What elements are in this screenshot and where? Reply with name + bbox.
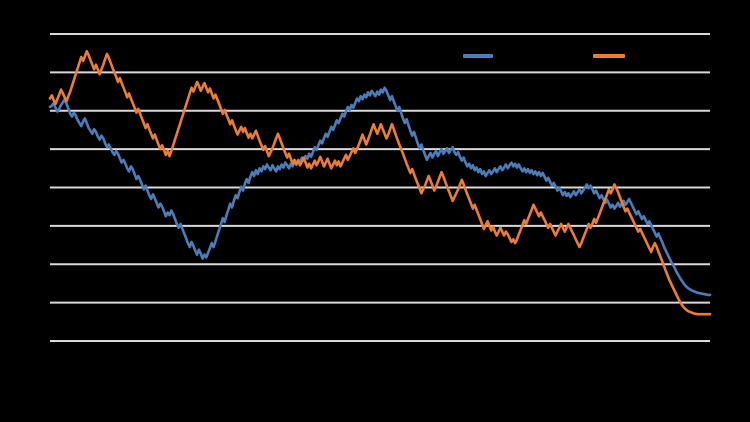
series-line-2 xyxy=(48,49,712,316)
legend-item-series-2[interactable] xyxy=(593,54,633,58)
legend-swatch-series-1 xyxy=(463,54,493,58)
legend-item-series-1[interactable] xyxy=(463,54,501,58)
series-line-1 xyxy=(48,86,712,297)
series-lines xyxy=(48,49,712,316)
legend-swatch-series-2 xyxy=(593,54,625,58)
